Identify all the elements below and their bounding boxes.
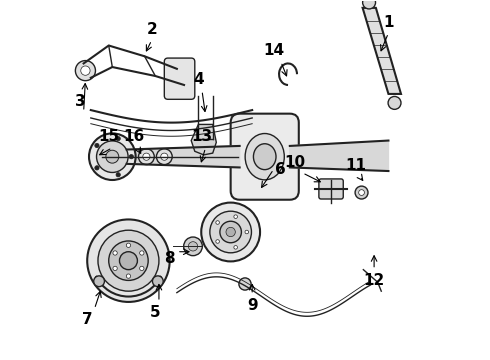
Circle shape [120, 252, 137, 270]
Text: 14: 14 [263, 44, 284, 58]
Circle shape [201, 203, 260, 261]
Circle shape [139, 149, 154, 165]
Circle shape [89, 134, 136, 180]
Circle shape [129, 154, 133, 159]
Text: 11: 11 [345, 158, 367, 173]
Text: 5: 5 [150, 305, 161, 320]
Circle shape [140, 251, 144, 255]
Circle shape [161, 153, 168, 160]
Ellipse shape [253, 144, 276, 170]
FancyBboxPatch shape [319, 179, 343, 199]
Circle shape [216, 240, 220, 243]
Circle shape [355, 186, 368, 199]
Circle shape [113, 266, 117, 271]
Circle shape [359, 190, 365, 195]
Circle shape [239, 278, 251, 290]
Polygon shape [363, 8, 401, 94]
Circle shape [87, 220, 170, 302]
Text: 8: 8 [164, 251, 175, 266]
Circle shape [156, 149, 172, 165]
Circle shape [152, 276, 163, 287]
Polygon shape [290, 140, 389, 171]
Text: 1: 1 [383, 15, 393, 30]
FancyBboxPatch shape [231, 114, 299, 200]
Circle shape [126, 243, 131, 247]
Circle shape [116, 136, 121, 141]
Text: 9: 9 [247, 298, 257, 313]
Ellipse shape [245, 134, 284, 180]
Circle shape [116, 172, 121, 177]
Text: 7: 7 [82, 312, 93, 327]
Circle shape [140, 266, 144, 271]
Text: 16: 16 [123, 130, 145, 144]
Text: 4: 4 [193, 72, 204, 87]
Circle shape [81, 66, 90, 75]
Text: 2: 2 [147, 22, 157, 37]
Circle shape [97, 141, 128, 172]
Circle shape [226, 227, 235, 237]
Circle shape [234, 215, 238, 219]
Circle shape [210, 211, 251, 253]
Polygon shape [191, 125, 216, 155]
Text: 10: 10 [285, 154, 306, 170]
Circle shape [109, 241, 148, 280]
Text: 15: 15 [98, 130, 119, 144]
Circle shape [113, 251, 117, 255]
Circle shape [363, 0, 375, 9]
FancyBboxPatch shape [164, 58, 195, 99]
Circle shape [234, 246, 238, 249]
Circle shape [98, 230, 159, 291]
Circle shape [94, 276, 104, 287]
Circle shape [245, 230, 248, 234]
Circle shape [143, 153, 150, 160]
Circle shape [126, 274, 131, 278]
Circle shape [106, 150, 119, 163]
Text: 3: 3 [75, 94, 85, 109]
Circle shape [216, 221, 220, 224]
Text: 12: 12 [364, 273, 385, 288]
Text: 6: 6 [275, 162, 286, 177]
Circle shape [75, 60, 96, 81]
Circle shape [95, 166, 99, 170]
Polygon shape [126, 146, 240, 167]
Circle shape [184, 237, 202, 256]
Circle shape [220, 221, 242, 243]
Circle shape [188, 242, 197, 251]
Circle shape [95, 143, 99, 148]
Text: 13: 13 [192, 130, 213, 144]
Circle shape [388, 96, 401, 109]
